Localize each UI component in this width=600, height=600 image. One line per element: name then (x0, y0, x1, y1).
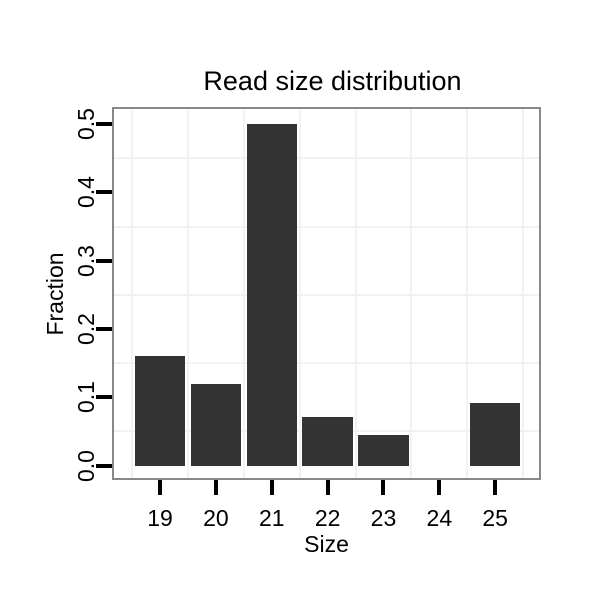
x-axis-tick (493, 480, 498, 495)
minor-gridline-vertical (466, 109, 469, 478)
minor-gridline-vertical (410, 109, 413, 478)
minor-gridline-horizontal (114, 157, 539, 160)
bar-size-20 (190, 383, 242, 466)
x-axis-title: Size (304, 531, 349, 557)
x-tick-label: 21 (258, 505, 285, 531)
bar-size-25 (470, 402, 521, 466)
x-axis-tick (158, 480, 163, 495)
x-tick-label: 19 (147, 505, 173, 531)
x-tick-label: 22 (314, 505, 341, 531)
bar-size-19 (134, 356, 186, 466)
x-axis-tick (437, 480, 442, 495)
minor-gridline-horizontal (114, 293, 539, 296)
x-tick-label: 24 (426, 505, 453, 531)
x-axis-tick (325, 480, 330, 495)
y-axis-tick (96, 258, 112, 263)
y-tick-label: 0.3 (73, 244, 99, 277)
bar-size-21 (246, 124, 297, 466)
y-axis-title: Fraction (42, 252, 68, 336)
minor-gridline-vertical (131, 109, 134, 478)
y-tick-label: 0.5 (73, 108, 99, 141)
y-axis-tick (96, 463, 112, 468)
plot-panel (112, 107, 541, 480)
minor-gridline-vertical (298, 109, 301, 478)
x-tick-label: 20 (203, 505, 229, 531)
minor-gridline-vertical (522, 109, 525, 478)
bar-size-22 (302, 417, 353, 466)
x-tick-label: 23 (370, 505, 397, 531)
y-axis-tick (96, 327, 112, 332)
y-tick-label: 0.1 (73, 381, 99, 414)
minor-gridline-vertical (354, 109, 357, 478)
y-tick-label: 0.4 (73, 176, 99, 209)
x-axis-tick (381, 480, 386, 495)
minor-gridline-horizontal (114, 362, 539, 365)
x-axis-tick (269, 480, 274, 495)
y-axis-tick (96, 395, 112, 400)
minor-gridline-vertical (186, 109, 189, 478)
x-axis-tick (213, 480, 218, 495)
minor-gridline-vertical (242, 109, 245, 478)
y-tick-label: 0.0 (73, 449, 99, 482)
y-tick-label: 0.2 (73, 313, 99, 346)
y-axis-tick (96, 190, 112, 195)
y-axis-tick (96, 122, 112, 127)
x-tick-label: 25 (482, 505, 508, 531)
minor-gridline-horizontal (114, 225, 539, 228)
chart-title: Read size distribution (203, 66, 462, 96)
bar-size-23 (358, 434, 409, 466)
